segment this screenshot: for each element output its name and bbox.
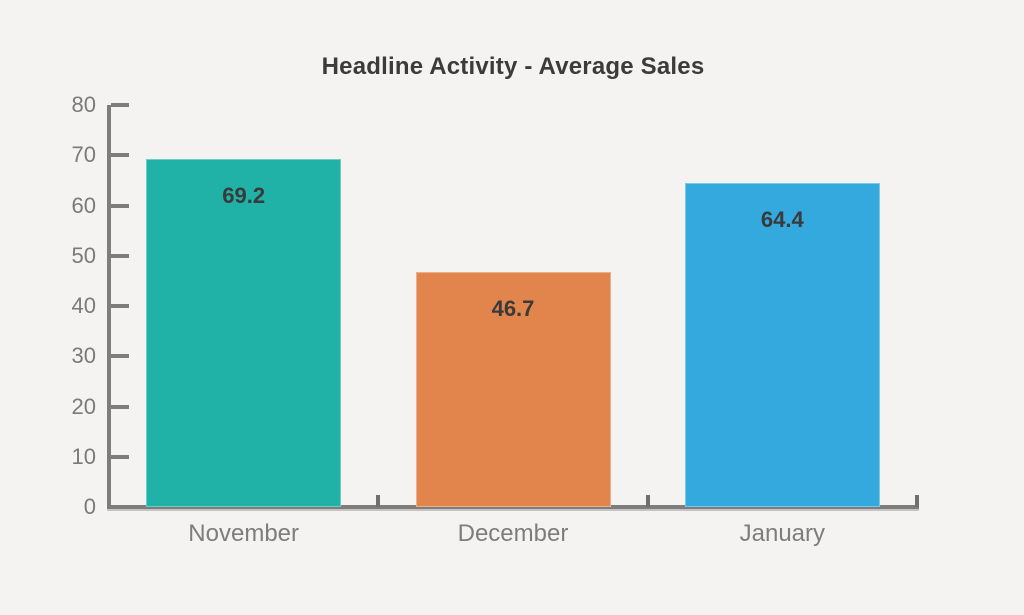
x-category-label: January: [739, 520, 826, 547]
y-tick-label: 60: [71, 192, 96, 218]
bar-value-label: 64.4: [760, 207, 804, 233]
y-tick-mark: [111, 203, 129, 208]
y-tick-mark: [111, 253, 129, 258]
y-tick-mark: [111, 103, 129, 107]
y-tick-label: 70: [71, 142, 96, 168]
y-tick-mark: [111, 404, 129, 409]
x-tick-mark: [645, 495, 650, 507]
y-axis-line: [107, 105, 111, 509]
x-category-label: November: [188, 520, 300, 547]
x-axis-line: [107, 505, 919, 509]
y-tick-label: 40: [71, 293, 96, 318]
y-tick-mark: [111, 153, 129, 158]
y-tick-label: 50: [71, 242, 96, 268]
x-tick-mark: [915, 495, 919, 507]
bar: [415, 272, 611, 507]
x-tick-mark: [376, 495, 381, 507]
chart-title: Headline Activity - Average Sales: [321, 53, 705, 80]
bar-value-label: 46.7: [491, 296, 535, 322]
y-tick-label: 10: [71, 443, 96, 469]
y-tick-label: 0: [83, 494, 96, 519]
y-tick-label: 80: [71, 92, 96, 117]
y-tick-mark: [111, 354, 129, 359]
y-tick-mark: [111, 304, 129, 308]
bar: [146, 159, 342, 507]
x-category-label: December: [457, 520, 569, 547]
y-tick-label: 20: [71, 393, 96, 419]
y-tick-mark: [111, 454, 129, 459]
bar: [684, 183, 880, 507]
bar-value-label: 69.2: [222, 183, 266, 209]
y-tick-label: 30: [71, 343, 96, 369]
